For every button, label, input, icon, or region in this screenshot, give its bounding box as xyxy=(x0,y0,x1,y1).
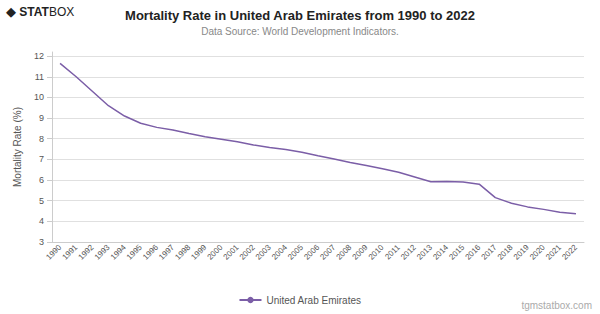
svg-text:1992: 1992 xyxy=(77,242,96,261)
svg-text:10: 10 xyxy=(34,92,44,102)
svg-text:1995: 1995 xyxy=(125,242,144,261)
svg-text:2004: 2004 xyxy=(270,242,289,261)
svg-text:2015: 2015 xyxy=(447,242,466,261)
svg-text:1993: 1993 xyxy=(93,242,112,261)
svg-text:2017: 2017 xyxy=(480,242,499,261)
svg-text:2007: 2007 xyxy=(318,242,337,261)
svg-text:2000: 2000 xyxy=(206,242,225,261)
svg-text:2010: 2010 xyxy=(367,242,386,261)
svg-text:2003: 2003 xyxy=(254,242,273,261)
svg-text:Mortality Rate (%): Mortality Rate (%) xyxy=(12,107,23,187)
svg-text:tgmstatbox.com: tgmstatbox.com xyxy=(521,300,592,311)
svg-text:8: 8 xyxy=(39,134,44,144)
svg-text:2006: 2006 xyxy=(302,242,321,261)
svg-text:1998: 1998 xyxy=(173,242,192,261)
svg-text:4: 4 xyxy=(39,216,44,226)
svg-text:STAT: STAT xyxy=(19,5,49,19)
svg-text:United Arab Emirates: United Arab Emirates xyxy=(266,295,361,306)
svg-text:1994: 1994 xyxy=(109,242,128,261)
svg-text:2001: 2001 xyxy=(222,242,241,261)
svg-text:12: 12 xyxy=(34,51,44,61)
svg-text:2005: 2005 xyxy=(286,242,305,261)
svg-text:3: 3 xyxy=(39,237,44,247)
svg-text:1999: 1999 xyxy=(189,242,208,261)
svg-text:5: 5 xyxy=(39,196,44,206)
svg-text:1990: 1990 xyxy=(44,242,63,261)
svg-text:2019: 2019 xyxy=(512,242,531,261)
svg-text:7: 7 xyxy=(39,154,44,164)
svg-text:2008: 2008 xyxy=(334,242,353,261)
svg-text:2011: 2011 xyxy=(383,242,402,261)
svg-text:2013: 2013 xyxy=(415,242,434,261)
svg-text:2020: 2020 xyxy=(528,242,547,261)
svg-text:1997: 1997 xyxy=(157,242,176,261)
svg-text:2009: 2009 xyxy=(351,242,370,261)
svg-text:1991: 1991 xyxy=(60,242,79,261)
svg-text:Data Source: World Development: Data Source: World Development Indicator… xyxy=(201,26,399,37)
svg-text:1996: 1996 xyxy=(141,242,160,261)
svg-text:2002: 2002 xyxy=(238,242,257,261)
svg-text:6: 6 xyxy=(39,175,44,185)
svg-text:2012: 2012 xyxy=(399,242,418,261)
svg-text:9: 9 xyxy=(39,113,44,123)
svg-text:2021: 2021 xyxy=(544,242,563,261)
svg-text:2014: 2014 xyxy=(431,242,450,261)
svg-text:BOX: BOX xyxy=(49,5,74,19)
svg-text:2018: 2018 xyxy=(496,242,515,261)
svg-text:11: 11 xyxy=(35,72,44,82)
svg-text:2022: 2022 xyxy=(560,242,579,261)
svg-text:Mortality Rate in United Arab: Mortality Rate in United Arab Emirates f… xyxy=(125,8,475,23)
svg-text:◆: ◆ xyxy=(6,4,16,19)
svg-text:2016: 2016 xyxy=(463,242,482,261)
